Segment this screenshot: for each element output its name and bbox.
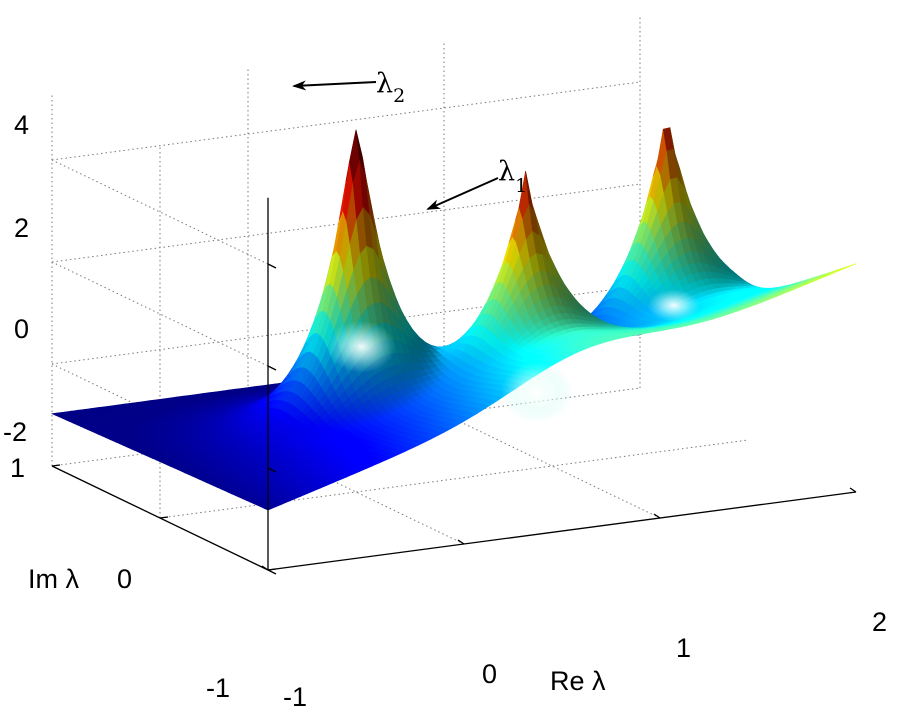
grid-line — [51, 81, 641, 161]
surface-mesh — [50, 127, 857, 511]
grid-line — [443, 413, 661, 519]
